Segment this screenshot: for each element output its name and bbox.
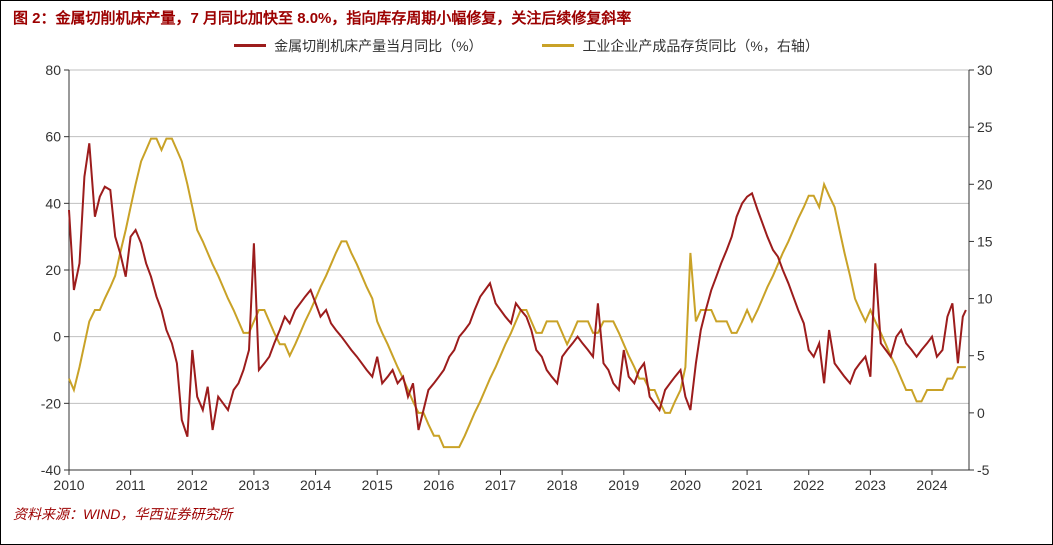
svg-text:2015: 2015 [362, 477, 393, 493]
line-series1 [69, 143, 966, 436]
svg-text:2012: 2012 [177, 477, 208, 493]
svg-text:2021: 2021 [732, 477, 763, 493]
svg-text:2022: 2022 [793, 477, 824, 493]
svg-text:-20: -20 [41, 395, 61, 411]
chart-title: 图 2：金属切削机床产量，7 月同比加快至 8.0%，指向库存周期小幅修复，关注… [1, 1, 1052, 30]
svg-text:2014: 2014 [300, 477, 331, 493]
svg-text:0: 0 [977, 404, 985, 420]
svg-text:15: 15 [977, 233, 993, 249]
legend-label-series1: 金属切削机床产量当月同比（%） [274, 36, 482, 56]
svg-text:40: 40 [45, 195, 61, 211]
svg-text:60: 60 [45, 128, 61, 144]
chart-plot-area: -40 -20 0 20 40 60 80 -5 0 5 10 15 20 25 30 2010 2011 201… [19, 60, 1034, 500]
svg-text:2023: 2023 [855, 477, 886, 493]
svg-text:30: 30 [977, 62, 993, 78]
legend-label-series2: 工业企业产成品存货同比（%，右轴） [582, 36, 818, 56]
chart-legend: 金属切削机床产量当月同比（%） 工业企业产成品存货同比（%，右轴） [1, 30, 1052, 56]
legend-swatch-series2 [542, 44, 574, 47]
svg-text:10: 10 [977, 290, 993, 306]
svg-text:2011: 2011 [116, 477, 146, 493]
svg-text:-40: -40 [41, 462, 61, 478]
svg-text:2013: 2013 [238, 477, 269, 493]
svg-text:-5: -5 [977, 462, 990, 478]
svg-text:2010: 2010 [53, 477, 84, 493]
svg-text:25: 25 [977, 119, 993, 135]
svg-text:2020: 2020 [670, 477, 701, 493]
chart-source: 资料来源：WIND，华西证券研究所 [1, 500, 1052, 530]
svg-text:2018: 2018 [547, 477, 578, 493]
figure-container: 图 2：金属切削机床产量，7 月同比加快至 8.0%，指向库存周期小幅修复，关注… [0, 0, 1053, 545]
legend-swatch-series1 [234, 44, 266, 47]
svg-text:20: 20 [977, 176, 993, 192]
line-series2 [69, 138, 966, 447]
legend-item-series1: 金属切削机床产量当月同比（%） [234, 36, 482, 56]
svg-text:2024: 2024 [916, 477, 947, 493]
svg-text:2016: 2016 [423, 477, 454, 493]
svg-text:2019: 2019 [608, 477, 639, 493]
svg-text:80: 80 [45, 62, 61, 78]
svg-text:0: 0 [53, 328, 61, 344]
legend-item-series2: 工业企业产成品存货同比（%，右轴） [542, 36, 818, 56]
svg-text:2017: 2017 [485, 477, 516, 493]
svg-text:20: 20 [45, 262, 61, 278]
chart-svg: -40 -20 0 20 40 60 80 -5 0 5 10 15 20 25 30 2010 2011 201… [19, 60, 1019, 500]
svg-text:5: 5 [977, 347, 985, 363]
